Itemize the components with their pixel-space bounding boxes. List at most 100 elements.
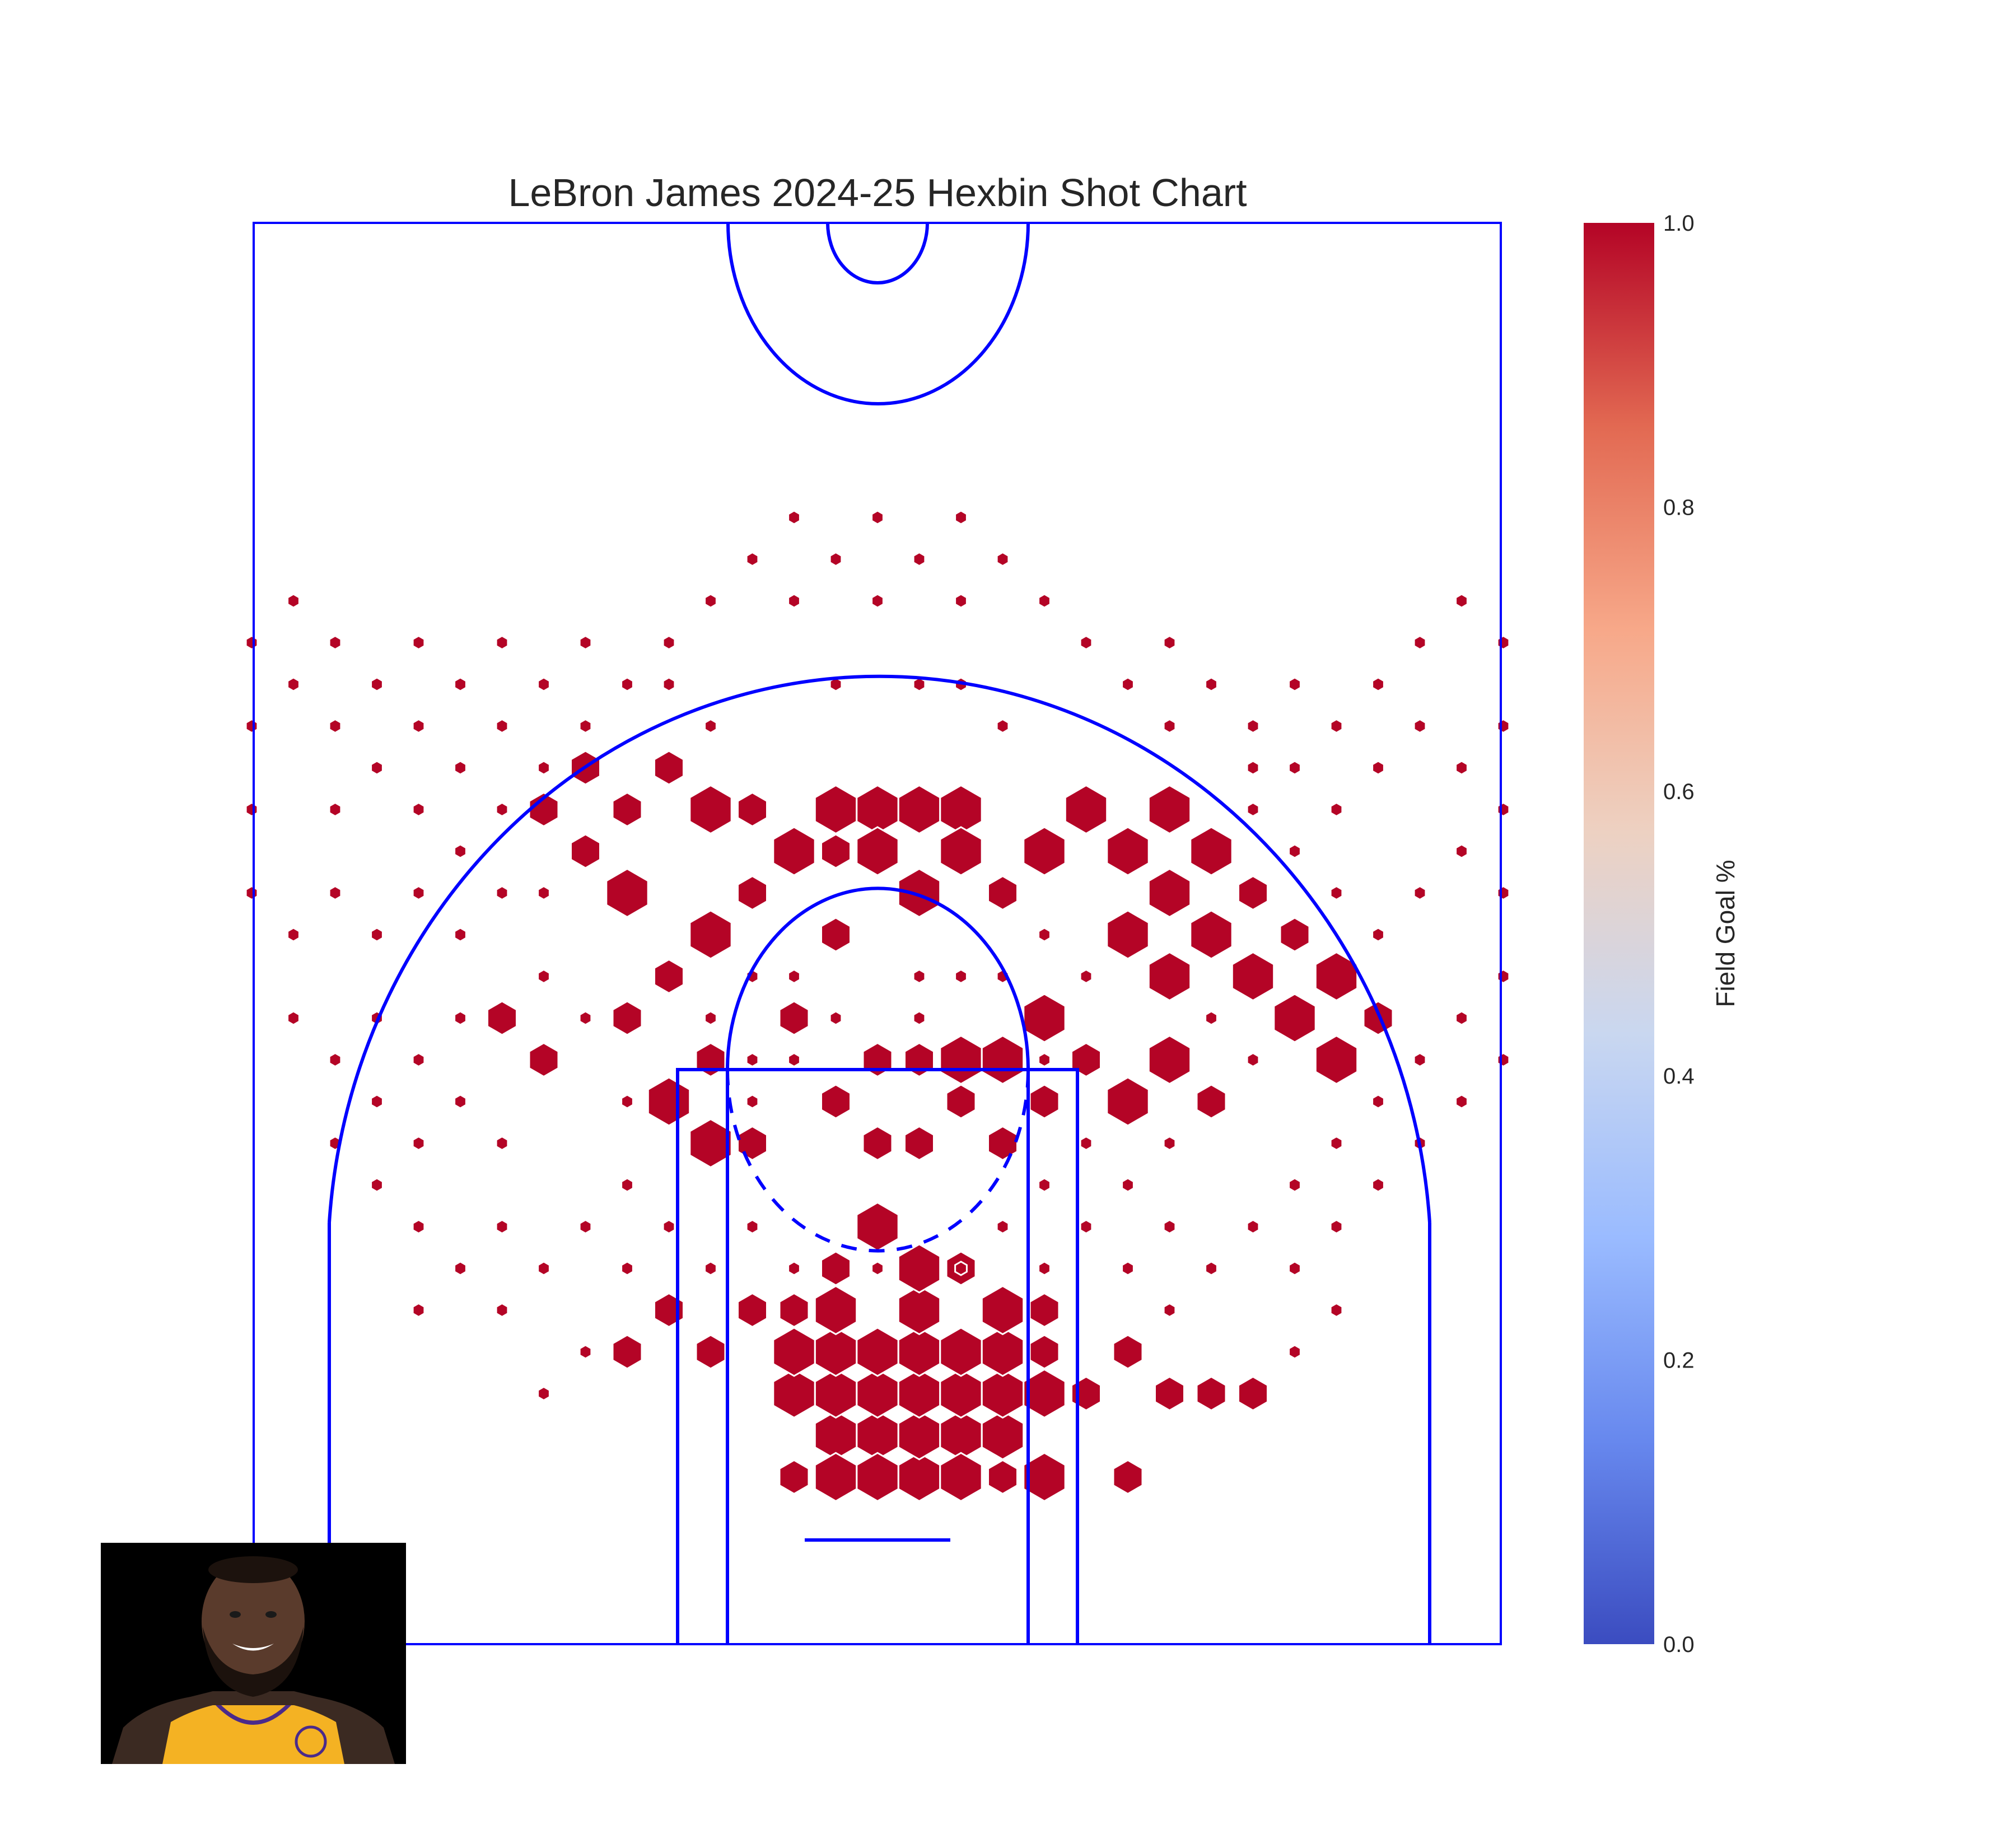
- shot-hexbin: [871, 593, 884, 609]
- shot-hexbin: [495, 718, 509, 734]
- shot-hexbin: [412, 1135, 426, 1151]
- shot-hexbin: [245, 634, 259, 651]
- shot-hexbin: [737, 791, 768, 828]
- shot-hexbin: [1112, 1459, 1144, 1495]
- shot-hexbin: [695, 1042, 726, 1078]
- shot-hexbin: [1121, 676, 1135, 692]
- shot-hexbin: [578, 1219, 592, 1235]
- shot-hexbin: [412, 1052, 426, 1068]
- shot-hexbin: [1147, 867, 1192, 918]
- shot-hexbin: [612, 1334, 643, 1370]
- shot-hexbin: [1496, 801, 1510, 818]
- shot-hexbin: [578, 1010, 592, 1026]
- shot-hexbin: [996, 551, 1010, 567]
- shot-hexbin: [1288, 1261, 1301, 1276]
- shot-hexbin: [1029, 1084, 1060, 1119]
- shot-hexbin: [1163, 1219, 1177, 1235]
- shot-hexbin: [945, 1084, 977, 1119]
- shot-hexbin: [1205, 1010, 1218, 1026]
- shot-hexbin: [1038, 593, 1051, 609]
- shot-hexbin: [287, 1010, 300, 1026]
- shot-hexbin: [689, 784, 732, 835]
- shot-hexbin: [981, 1285, 1025, 1336]
- free-throw-arc-dashed: [726, 1069, 1030, 1253]
- shot-hexbin: [412, 801, 426, 818]
- shot-hexbin: [528, 1042, 559, 1078]
- shot-hexbin: [1023, 1368, 1066, 1419]
- shot-hexbin: [787, 968, 801, 984]
- colorbar-tick-label: 0.0: [1663, 1632, 1695, 1657]
- shot-hexbin: [704, 593, 717, 609]
- shot-hexbin: [1147, 1034, 1192, 1085]
- colorbar-tick-label: 0.2: [1663, 1348, 1695, 1373]
- shot-hexbin: [537, 885, 550, 901]
- shot-hexbin: [1329, 885, 1343, 901]
- shot-hexbin: [620, 1094, 634, 1109]
- shot-hexbin: [1413, 634, 1427, 651]
- shot-hexbin: [370, 927, 384, 942]
- shot-hexbin: [1023, 993, 1066, 1043]
- colorbar-tick-label: 0.6: [1663, 780, 1695, 804]
- center-circle-inner: [826, 222, 929, 284]
- shot-hexbin: [820, 1250, 851, 1286]
- shot-hexbin: [495, 1219, 509, 1235]
- shot-hexbin: [939, 1034, 983, 1085]
- shot-hexbin: [370, 1177, 384, 1193]
- shot-hexbin: [245, 885, 259, 901]
- shot-hexbin: [287, 676, 300, 692]
- shot-hexbin: [1106, 909, 1150, 960]
- shot-hexbin: [1147, 784, 1192, 835]
- shot-hexbin: [1246, 801, 1260, 818]
- player-headshot: [101, 1543, 406, 1764]
- shot-hexbin: [1106, 826, 1150, 876]
- shot-hexbin: [954, 1261, 968, 1276]
- shot-hexbin: [912, 676, 926, 692]
- shot-hexbin: [1064, 784, 1108, 835]
- shot-hexbin: [287, 927, 300, 942]
- shot-hexbin: [662, 676, 676, 692]
- colorbar: [1584, 223, 1654, 1644]
- shot-hexbin: [772, 1327, 816, 1377]
- shot-hexbin: [370, 760, 384, 776]
- shot-hexbin: [620, 676, 634, 692]
- shot-hexbin: [1079, 634, 1093, 651]
- shot-hexbin: [912, 1010, 926, 1026]
- shot-hexbin: [772, 1368, 816, 1419]
- shot-hexbin: [897, 784, 941, 835]
- shot-hexbin: [1455, 760, 1468, 776]
- shot-hexbin: [1147, 951, 1192, 1002]
- shot-hexbin: [704, 1010, 717, 1026]
- shot-hexbin: [1205, 1261, 1218, 1276]
- shot-hexbin: [1196, 1375, 1227, 1412]
- shot-hexbin: [737, 875, 768, 911]
- shot-hexbin: [454, 760, 467, 776]
- shot-hexbin: [412, 1219, 426, 1235]
- shot-hexbin: [939, 1452, 983, 1502]
- shot-hexbin: [1038, 927, 1051, 942]
- shot-hexbin: [897, 1285, 941, 1336]
- shot-hexbin: [1163, 634, 1177, 651]
- shot-hexbin: [862, 1042, 893, 1078]
- shot-hexbin: [1106, 1076, 1150, 1127]
- shot-hexbin: [412, 1302, 426, 1318]
- shot-hexbin: [537, 968, 550, 984]
- shot-hexbin: [620, 1177, 634, 1193]
- shot-hexbin: [1163, 718, 1177, 734]
- colorbar-tick-label: 0.8: [1663, 496, 1695, 520]
- shot-hexbin: [745, 1052, 759, 1068]
- shot-hexbin: [1112, 1334, 1144, 1370]
- shot-hexbin: [745, 1219, 759, 1235]
- shot-hexbin: [654, 750, 684, 786]
- shot-hexbin: [1455, 593, 1468, 609]
- shot-hexbin: [1288, 676, 1301, 692]
- shot-hexbin: [695, 1334, 726, 1370]
- shot-hexbin: [996, 1219, 1010, 1235]
- shot-hexbin: [704, 1261, 717, 1276]
- shot-hexbin: [537, 1261, 550, 1276]
- shot-hexbin: [820, 833, 851, 869]
- shot-hexbin: [537, 760, 550, 776]
- shot-hexbin: [578, 634, 592, 651]
- shot-hexbin: [1246, 760, 1260, 776]
- shot-hexbin: [1288, 1177, 1301, 1193]
